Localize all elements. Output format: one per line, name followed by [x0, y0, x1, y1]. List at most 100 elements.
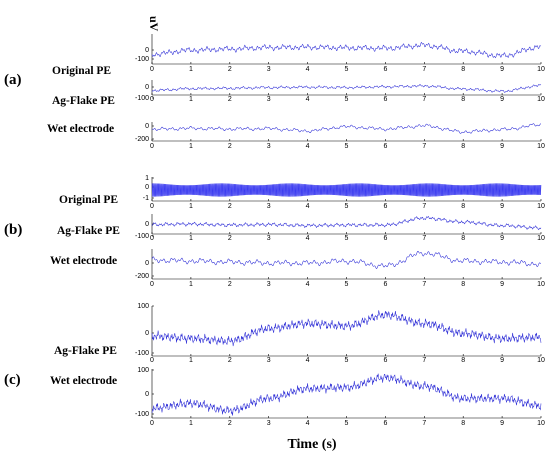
row-label-b-original-pe: Original PE — [59, 194, 118, 206]
x-tick-label: 1 — [189, 281, 193, 288]
x-tick-label: 9 — [500, 235, 504, 242]
x-tick-label: 10 — [537, 235, 545, 242]
signal-trace — [151, 84, 542, 93]
x-tick-label: 9 — [500, 281, 504, 288]
signal-trace — [151, 41, 542, 59]
row-label-a-wet-electrode: Wet electrode — [47, 123, 114, 135]
x-tick-label: 2 — [228, 66, 232, 73]
x-tick-label: 7 — [422, 66, 426, 73]
x-tick-label: 7 — [422, 420, 426, 427]
x-tick-label: 3 — [267, 420, 271, 427]
x-tick-label: 10 — [537, 357, 545, 364]
x-tick-label: 3 — [267, 203, 271, 210]
x-tick-label: 3 — [267, 235, 271, 242]
signal-trace — [151, 183, 542, 197]
y-tick-label: 100 — [137, 367, 149, 374]
signal-trace — [151, 310, 542, 347]
x-tick-label: 1 — [189, 357, 193, 364]
y-tick-label: -200 — [135, 136, 149, 143]
x-tick-label: 6 — [383, 66, 387, 73]
y-tick-label: 0 — [145, 123, 149, 130]
x-tick-label: 1 — [189, 143, 193, 150]
subplot-3: 0 1 2 3 4 5 6 7 8 9 100-200 — [135, 122, 545, 150]
y-tick-label: 0 — [145, 391, 149, 398]
x-tick-label: 10 — [537, 203, 545, 210]
x-tick-label: 0 — [150, 203, 154, 210]
row-label-c-wet-electrode: Wet electrode — [50, 375, 117, 387]
subplot-2: 0 1 2 3 4 5 6 7 8 9 100-100 — [135, 80, 545, 103]
y-tick-label: 0 — [145, 221, 149, 228]
y-tick-label: 1 — [145, 175, 149, 182]
x-tick-label: 8 — [461, 66, 465, 73]
signal-trace — [151, 251, 541, 269]
subplot-5: 0 1 2 3 4 5 6 7 8 9 100-100 — [135, 214, 545, 242]
x-tick-label: 4 — [306, 96, 310, 103]
subplot-1: 0 1 2 3 4 5 6 7 8 9 100-100 — [135, 34, 545, 73]
signal-trace — [151, 373, 542, 416]
x-tick-label: 9 — [500, 420, 504, 427]
x-tick-label: 5 — [345, 281, 349, 288]
x-tick-label: 10 — [537, 420, 545, 427]
x-tick-label: 3 — [267, 357, 271, 364]
x-tick-label: 4 — [306, 281, 310, 288]
x-tick-label: 5 — [345, 96, 349, 103]
x-tick-label: 1 — [189, 96, 193, 103]
x-tick-label: 4 — [306, 203, 310, 210]
y-tick-label: -1 — [143, 195, 149, 202]
x-tick-label: 10 — [537, 143, 545, 150]
x-tick-label: 9 — [500, 357, 504, 364]
x-tick-label: 5 — [345, 235, 349, 242]
x-tick-label: 0 — [150, 235, 154, 242]
unit-label: uV — [147, 16, 161, 32]
y-tick-label: -100 — [135, 350, 149, 357]
x-tick-label: 1 — [189, 420, 193, 427]
x-tick-label: 0 — [150, 143, 154, 150]
y-tick-label: 0 — [145, 184, 149, 191]
x-tick-label: 0 — [150, 281, 154, 288]
y-tick-label: 100 — [137, 303, 149, 310]
x-tick-label: 5 — [345, 203, 349, 210]
x-tick-label: 6 — [383, 96, 387, 103]
row-label-b-wet-electrode: Wet electrode — [50, 255, 117, 267]
x-tick-label: 7 — [422, 96, 426, 103]
x-tick-label: 2 — [228, 235, 232, 242]
signal-trace — [151, 123, 542, 134]
x-tick-label: 2 — [228, 143, 232, 150]
x-tick-label: 4 — [306, 235, 310, 242]
panel-label-b: (b) — [4, 222, 22, 238]
x-tick-label: 4 — [306, 420, 310, 427]
x-tick-label: 3 — [267, 143, 271, 150]
signal-band-fill — [153, 185, 541, 195]
y-tick-label: 0 — [145, 260, 149, 267]
x-tick-label: 3 — [267, 96, 271, 103]
x-tick-label: 2 — [228, 281, 232, 288]
x-tick-label: 3 — [267, 281, 271, 288]
x-tick-label: 0 — [150, 357, 154, 364]
row-label-a-original-pe: Original PE — [52, 65, 111, 77]
x-tick-label: 7 — [422, 281, 426, 288]
x-tick-label: 2 — [228, 420, 232, 427]
x-tick-label: 4 — [306, 143, 310, 150]
panel-label-c: (c) — [4, 372, 21, 388]
x-tick-label: 8 — [461, 143, 465, 150]
x-tick-label: 7 — [422, 235, 426, 242]
subplot-6: 0 1 2 3 4 5 6 7 8 9 100-200 — [135, 249, 545, 288]
row-label-a-ag-flake-pe: Ag-Flake PE — [52, 95, 115, 107]
x-tick-label: 4 — [306, 66, 310, 73]
x-tick-label: 0 — [150, 66, 154, 73]
x-tick-label: 3 — [267, 66, 271, 73]
y-tick-label: 0 — [145, 330, 149, 337]
x-axis-label: Time (s) — [287, 437, 336, 452]
x-tick-label: 6 — [383, 281, 387, 288]
x-tick-label: 9 — [500, 96, 504, 103]
y-tick-label: -200 — [135, 273, 149, 280]
x-tick-label: 9 — [500, 203, 504, 210]
x-tick-label: 6 — [383, 357, 387, 364]
x-tick-label: 5 — [345, 143, 349, 150]
x-tick-label: 4 — [306, 357, 310, 364]
x-tick-label: 1 — [189, 66, 193, 73]
x-tick-label: 7 — [422, 357, 426, 364]
x-tick-label: 9 — [500, 143, 504, 150]
